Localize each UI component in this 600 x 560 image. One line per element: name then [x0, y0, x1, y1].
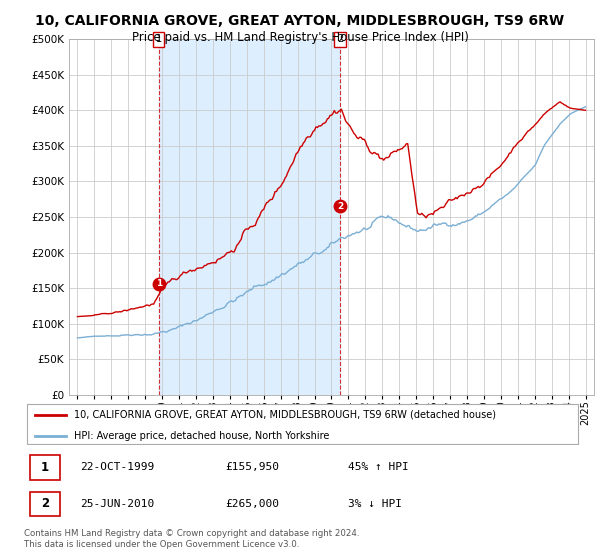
Text: 2: 2	[41, 497, 49, 510]
Text: 2: 2	[337, 202, 343, 211]
Text: 1: 1	[41, 461, 49, 474]
FancyBboxPatch shape	[29, 492, 60, 516]
FancyBboxPatch shape	[27, 404, 578, 445]
Text: 10, CALIFORNIA GROVE, GREAT AYTON, MIDDLESBROUGH, TS9 6RW (detached house): 10, CALIFORNIA GROVE, GREAT AYTON, MIDDL…	[74, 410, 496, 420]
Text: 3% ↓ HPI: 3% ↓ HPI	[347, 499, 401, 508]
FancyBboxPatch shape	[29, 455, 60, 479]
Text: 10, CALIFORNIA GROVE, GREAT AYTON, MIDDLESBROUGH, TS9 6RW: 10, CALIFORNIA GROVE, GREAT AYTON, MIDDL…	[35, 14, 565, 28]
Text: 22-OCT-1999: 22-OCT-1999	[80, 463, 154, 473]
Text: 2: 2	[337, 34, 343, 44]
Text: 1: 1	[155, 279, 162, 288]
Text: Contains HM Land Registry data © Crown copyright and database right 2024.
This d: Contains HM Land Registry data © Crown c…	[24, 529, 359, 549]
Text: 1: 1	[155, 34, 162, 44]
Text: £155,950: £155,950	[225, 463, 279, 473]
Text: £265,000: £265,000	[225, 499, 279, 508]
Text: Price paid vs. HM Land Registry's House Price Index (HPI): Price paid vs. HM Land Registry's House …	[131, 31, 469, 44]
Text: 45% ↑ HPI: 45% ↑ HPI	[347, 463, 409, 473]
Text: HPI: Average price, detached house, North Yorkshire: HPI: Average price, detached house, Nort…	[74, 431, 329, 441]
Text: 25-JUN-2010: 25-JUN-2010	[80, 499, 154, 508]
Bar	[159, 39, 340, 395]
